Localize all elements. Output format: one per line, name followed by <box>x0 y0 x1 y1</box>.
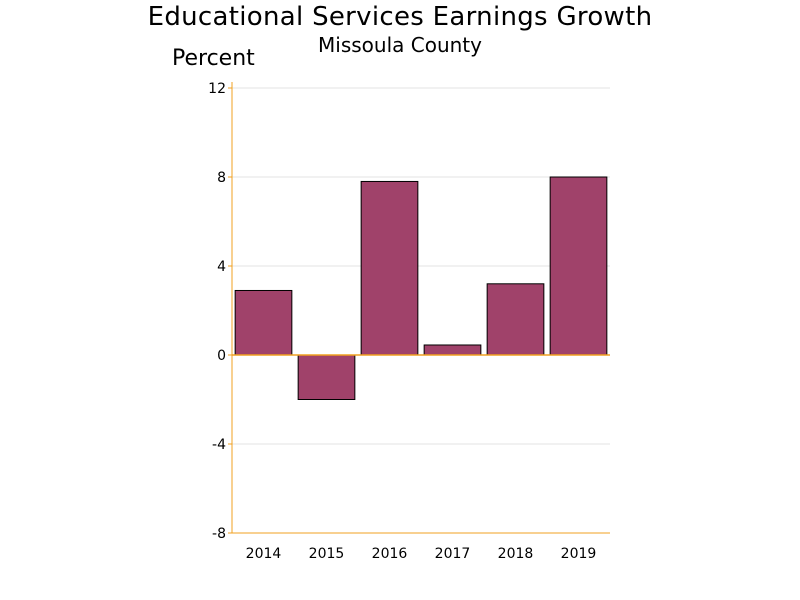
chart-title: Educational Services Earnings Growth <box>147 2 653 32</box>
x-tick-label: 2016 <box>372 546 408 562</box>
y-tick-label: 12 <box>208 81 226 97</box>
bar <box>234 289 293 356</box>
x-tick-label: 2015 <box>309 546 345 562</box>
bar <box>297 354 356 400</box>
y-tick-label: 8 <box>217 170 226 186</box>
x-tick-label: 2014 <box>246 546 282 562</box>
y-tick-label: -8 <box>212 526 226 542</box>
x-tick-label: 2019 <box>561 546 597 562</box>
bar <box>360 180 419 356</box>
y-tick-label: 4 <box>217 259 226 275</box>
y-tick-label: 0 <box>217 348 226 364</box>
y-tick-label: -4 <box>212 437 226 453</box>
x-tick-label: 2018 <box>498 546 534 562</box>
bar <box>549 176 608 356</box>
bar <box>486 283 545 356</box>
x-tick-label: 2017 <box>435 546 471 562</box>
chart-subtitle: Missoula County <box>318 33 482 57</box>
bar <box>423 344 482 356</box>
y-axis-label: Percent <box>172 46 255 71</box>
